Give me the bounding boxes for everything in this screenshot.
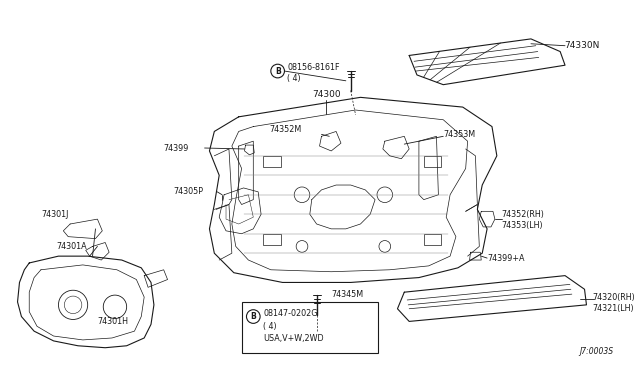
Bar xyxy=(424,234,442,246)
Bar xyxy=(242,302,378,353)
Text: 74353(LH): 74353(LH) xyxy=(502,221,543,230)
Text: 74301J: 74301J xyxy=(41,210,68,219)
Text: 74300: 74300 xyxy=(312,90,340,99)
Text: 74399+A: 74399+A xyxy=(487,254,525,263)
Text: 74399: 74399 xyxy=(164,144,189,153)
Bar xyxy=(263,234,280,246)
Text: 08147-0202G: 08147-0202G xyxy=(263,309,317,318)
Text: 74321(LH): 74321(LH) xyxy=(592,304,634,313)
Text: ( 4): ( 4) xyxy=(287,74,301,83)
Text: 74301H: 74301H xyxy=(97,317,129,326)
Text: 08156-8161F: 08156-8161F xyxy=(287,62,340,72)
Text: 74320(RH): 74320(RH) xyxy=(592,292,635,302)
Text: USA,V+W,2WD: USA,V+W,2WD xyxy=(263,334,324,343)
Text: B: B xyxy=(275,67,280,76)
Text: 74353M: 74353M xyxy=(444,130,476,139)
Text: 74352(RH): 74352(RH) xyxy=(502,210,545,219)
Text: J7:0003S: J7:0003S xyxy=(580,346,614,356)
Text: 74305P: 74305P xyxy=(173,187,204,196)
Bar xyxy=(424,156,442,167)
Text: 74352M: 74352M xyxy=(269,125,302,134)
Text: B: B xyxy=(250,312,256,321)
Bar xyxy=(263,156,280,167)
Text: 74301A: 74301A xyxy=(56,242,87,251)
Text: ( 4): ( 4) xyxy=(263,322,276,331)
Text: 74345M: 74345M xyxy=(332,290,364,299)
Text: 74330N: 74330N xyxy=(564,41,599,50)
